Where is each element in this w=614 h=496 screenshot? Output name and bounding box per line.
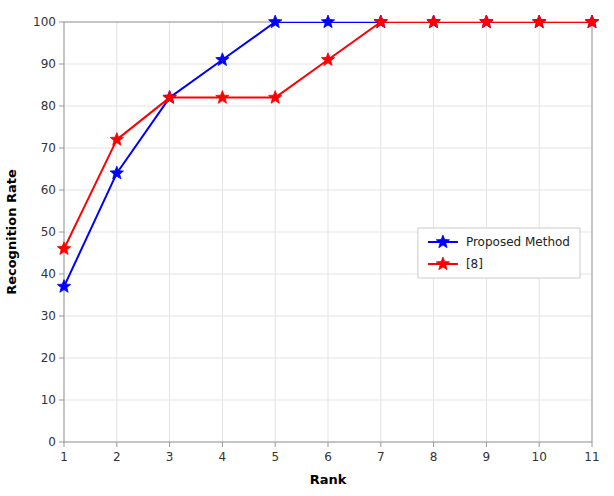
series-marker	[585, 15, 598, 28]
series-line	[64, 22, 592, 249]
x-tick-label: 10	[532, 450, 547, 464]
x-tick-label: 2	[113, 450, 121, 464]
legend: Proposed Method [8]	[418, 228, 580, 278]
y-tick-label: 10	[41, 393, 56, 407]
y-tick-label: 90	[41, 57, 56, 71]
grid-line	[64, 358, 592, 359]
plot-frame	[64, 22, 592, 442]
x-tick-label: 3	[166, 450, 174, 464]
y-tick	[59, 106, 64, 107]
grid-line	[64, 148, 592, 149]
y-tick	[59, 232, 64, 233]
grid-line	[64, 400, 592, 401]
lines	[64, 22, 592, 287]
legend-marker	[436, 257, 449, 270]
plot-background	[64, 22, 592, 442]
series-marker	[374, 15, 387, 28]
legend-label: Proposed Method	[466, 235, 570, 249]
series-marker	[427, 15, 440, 28]
series-marker	[585, 15, 598, 28]
axes: 1 2 3 4 5 6 7 8 9 10 11 0 10 20 30 40 50 60 70 80 90 100	[33, 15, 600, 464]
y-tick	[59, 190, 64, 191]
y-tick-label: 30	[41, 309, 56, 323]
y-tick-label: 20	[41, 351, 56, 365]
chart: 1 2 3 4 5 6 7 8 9 10 11 0 10 20 30 40 50 60 70 80 90 100 Rank R…	[0, 0, 614, 496]
x-tick	[592, 442, 593, 447]
legend-item: Proposed Method	[428, 235, 570, 249]
legend-box	[418, 228, 580, 278]
series-line	[64, 22, 592, 287]
grid-line	[64, 190, 592, 191]
x-tick-label: 11	[584, 450, 599, 464]
x-tick-label: 7	[377, 450, 385, 464]
grid	[64, 22, 592, 442]
legend-item: [8]	[428, 257, 483, 271]
x-tick-label: 6	[324, 450, 332, 464]
series-marker	[480, 15, 493, 28]
series-marker	[163, 91, 176, 104]
y-tick-label: 50	[41, 225, 56, 239]
series-marker	[321, 53, 334, 66]
y-tick	[59, 148, 64, 149]
series-marker	[269, 15, 282, 28]
y-tick	[59, 274, 64, 275]
x-axis-label: Rank	[310, 472, 347, 487]
series-marker	[269, 91, 282, 104]
x-tick-label: 4	[219, 450, 227, 464]
x-tick-label: 8	[430, 450, 438, 464]
series-marker	[57, 280, 70, 293]
x-tick	[328, 442, 329, 447]
y-tick-label: 70	[41, 141, 56, 155]
series-marker	[427, 15, 440, 28]
series-marker	[480, 15, 493, 28]
markers	[57, 15, 598, 292]
series-marker	[57, 242, 70, 255]
grid-line	[64, 106, 592, 107]
series-marker	[110, 166, 123, 179]
series-marker	[163, 91, 176, 104]
series-marker	[533, 15, 546, 28]
series-marker	[374, 15, 387, 28]
series-marker	[110, 133, 123, 146]
y-tick	[59, 400, 64, 401]
grid-line	[64, 316, 592, 317]
series-marker	[216, 53, 229, 66]
legend-marker	[436, 235, 449, 248]
x-tick	[169, 442, 170, 447]
x-tick	[380, 442, 381, 447]
x-tick	[275, 442, 276, 447]
y-tick	[59, 22, 64, 23]
series-marker	[216, 91, 229, 104]
y-axis-label: Recognition Rate	[4, 169, 19, 295]
x-tick	[222, 442, 223, 447]
x-tick	[64, 442, 65, 447]
y-tick	[59, 64, 64, 65]
y-tick	[59, 358, 64, 359]
y-tick-label: 80	[41, 99, 56, 113]
legend-label: [8]	[466, 257, 483, 271]
y-tick-label: 60	[41, 183, 56, 197]
y-tick	[59, 442, 64, 443]
y-tick-label: 40	[41, 267, 56, 281]
y-tick-label: 100	[33, 15, 56, 29]
x-tick	[433, 442, 434, 447]
grid-line	[64, 64, 592, 65]
x-tick	[116, 442, 117, 447]
series-marker	[533, 15, 546, 28]
y-tick-label: 0	[48, 435, 56, 449]
x-tick	[539, 442, 540, 447]
series-marker	[321, 15, 334, 28]
x-tick-label: 5	[271, 450, 279, 464]
y-tick	[59, 316, 64, 317]
x-tick-label: 1	[60, 450, 68, 464]
x-tick	[486, 442, 487, 447]
x-tick-label: 9	[483, 450, 491, 464]
